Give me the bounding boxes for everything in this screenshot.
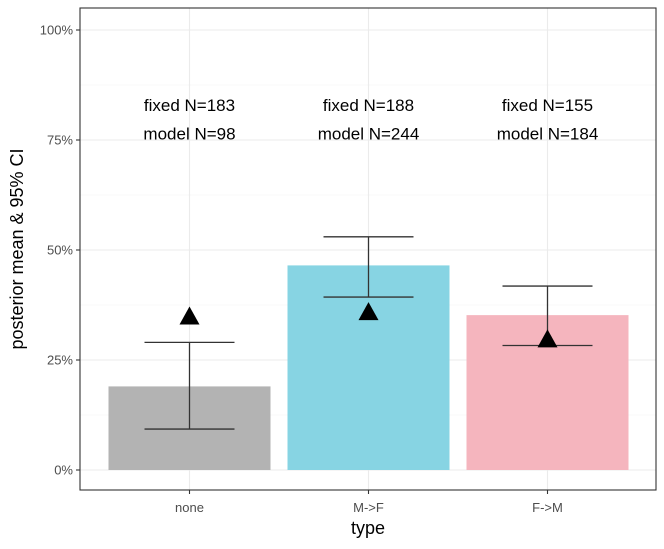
- annotation-fixed-n: fixed N=183: [144, 96, 235, 115]
- annotation-model-n: model N=98: [143, 124, 235, 143]
- annotation-model-n: model N=244: [318, 124, 420, 143]
- annotation-model-n: model N=184: [497, 124, 599, 143]
- annotations: fixed N=183 model N=98 fixed N=188 model N=…: [143, 96, 598, 144]
- y-tick-label: 100%: [40, 23, 74, 38]
- points: [179, 302, 558, 348]
- y-tick-label: 50%: [47, 243, 73, 258]
- y-axis: 0% 25% 50% 75% 100%: [40, 23, 80, 478]
- y-axis-title: posterior mean & 95% CI: [7, 148, 27, 349]
- x-tick-label: none: [175, 500, 204, 515]
- x-tick-label: F->M: [532, 500, 563, 515]
- annotation-fixed-n: fixed N=188: [323, 96, 414, 115]
- triangle-point: [537, 329, 558, 348]
- y-tick-label: 0%: [54, 463, 73, 478]
- annotation-fixed-n: fixed N=155: [502, 96, 593, 115]
- y-tick-label: 25%: [47, 353, 73, 368]
- x-tick-label: M->F: [353, 500, 384, 515]
- triangle-point: [358, 302, 379, 321]
- error-bar: [323, 236, 414, 298]
- x-axis-title: type: [351, 518, 385, 538]
- x-axis: none M->F F->M: [175, 490, 563, 515]
- bar-M->F: [287, 265, 450, 470]
- triangle-point: [179, 306, 200, 325]
- y-tick-label: 75%: [47, 133, 73, 148]
- error-bar: [144, 341, 235, 430]
